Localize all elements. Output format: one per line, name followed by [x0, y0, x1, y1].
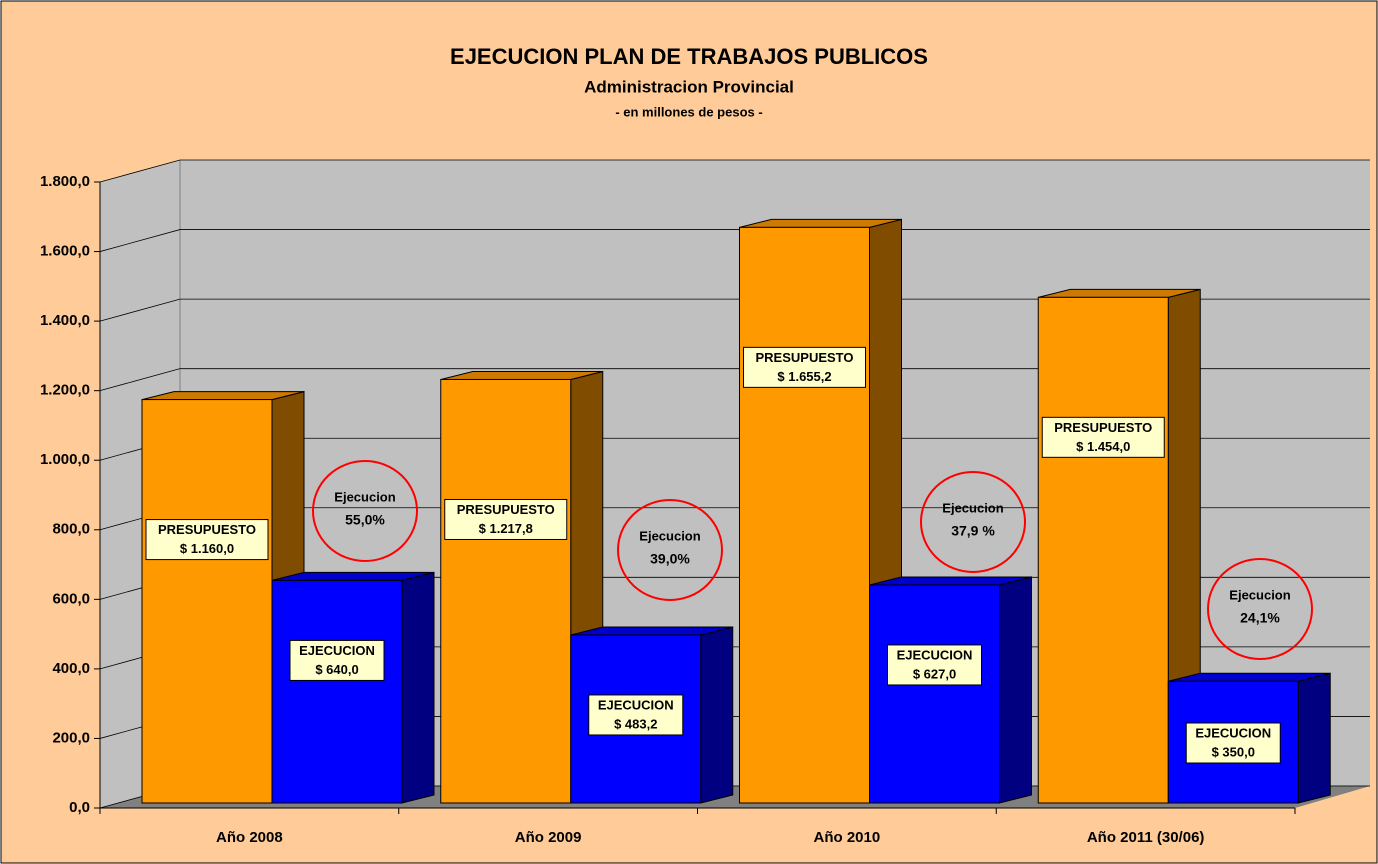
annotation-label: 55,0% [345, 512, 385, 528]
data-label-name: PRESUPUESTO [755, 350, 853, 365]
bar-side [999, 576, 1032, 804]
x-tick-label: Año 2011 (30/06) [1087, 829, 1205, 846]
y-tick-label: 0,0 [69, 799, 90, 816]
grid-line [99, 229, 1370, 252]
y-tick-label: 800,0 [52, 521, 90, 538]
chart-title: EJECUCION PLAN DE TRABAJOS PUBLICOS [450, 44, 928, 69]
bar-group: EJECUCION $ 627,0 [869, 576, 1032, 804]
bar [271, 579, 403, 804]
data-label-name: PRESUPUESTO [457, 502, 555, 517]
data-label-box [289, 639, 385, 681]
annotation-text: Ejecucion [334, 489, 395, 504]
bar [141, 399, 273, 804]
data-label: $ 1.655,2 [777, 369, 831, 384]
data-label-box [743, 346, 866, 388]
data-label: $ 350,0 [1212, 744, 1255, 759]
annotation-text: Ejecucion [639, 528, 700, 543]
data-label-box [1185, 722, 1281, 764]
data-label: $ 1.454,0 [1076, 439, 1130, 454]
data-label: $ 640,0 [315, 662, 358, 677]
annotation-label: 37,9 % [951, 523, 995, 539]
data-label-box [887, 644, 982, 686]
y-tick-label: 200,0 [52, 729, 90, 746]
grid-line [99, 159, 1370, 183]
annotation-text: Ejecucion [942, 500, 1003, 515]
y-tick-label: 600,0 [52, 590, 90, 607]
x-tick-label: Año 2010 [814, 829, 881, 846]
bar-group: EJECUCION $ 483,2 [570, 626, 734, 804]
annotation-label: 24,1% [1240, 610, 1280, 626]
data-label-box [588, 694, 684, 736]
annotation-ellipse [920, 471, 1026, 573]
annotation-label: 39,0% [650, 551, 690, 567]
chart-subtitle: Administracion Provincial [584, 77, 794, 96]
bar [739, 226, 870, 804]
bar [869, 584, 1000, 804]
grid-line [99, 368, 1370, 392]
y-tick-label: 1.600,0 [40, 243, 90, 260]
data-label-box [444, 498, 568, 540]
bar-group: EJECUCION $ 350,0 [1167, 672, 1331, 804]
grid-line [99, 298, 1370, 322]
data-label: $ 483,2 [614, 716, 657, 731]
x-tick-label: Año 2008 [216, 829, 283, 846]
y-tick-label: 1.800,0 [40, 173, 90, 190]
bar-group: EJECUCION $ 640,0 [271, 571, 435, 804]
annotation-text: Ejecucion [1229, 587, 1290, 602]
annotation-ellipse [617, 499, 723, 601]
annotation-ellipse [1207, 558, 1313, 660]
bar [1037, 296, 1169, 804]
bar-side [700, 626, 734, 804]
y-tick-label: 1.400,0 [40, 312, 90, 329]
bar-group: PRESUPUESTO $ 1.217,8 [440, 370, 604, 804]
data-label-box [145, 519, 269, 561]
x-tick-label: Año 2009 [515, 829, 582, 846]
data-label-name: PRESUPUESTO [1054, 420, 1152, 435]
y-tick-label: 1.000,0 [40, 451, 90, 468]
bar-group: PRESUPUESTO $ 1.454,0 [1037, 288, 1201, 804]
data-label-name: EJECUCION [897, 647, 973, 662]
bar [440, 378, 572, 804]
data-label-name: EJECUCION [1195, 725, 1271, 740]
data-label-name: EJECUCION [598, 697, 674, 712]
bar-side [1297, 672, 1331, 804]
annotation-ellipse [312, 460, 418, 562]
data-label: $ 1.160,0 [180, 541, 234, 556]
chart-note: - en millones de pesos - [615, 104, 762, 119]
data-label: $ 627,0 [913, 666, 956, 681]
data-label-name: EJECUCION [299, 643, 375, 658]
data-label-box [1041, 416, 1165, 458]
data-label: $ 1.217,8 [479, 521, 533, 536]
data-label-name: PRESUPUESTO [158, 522, 256, 537]
bar-group: PRESUPUESTO $ 1.655,2 [739, 218, 902, 804]
y-tick-label: 1.200,0 [40, 382, 90, 399]
bar-side [401, 571, 435, 804]
y-tick-label: 400,0 [52, 660, 90, 677]
